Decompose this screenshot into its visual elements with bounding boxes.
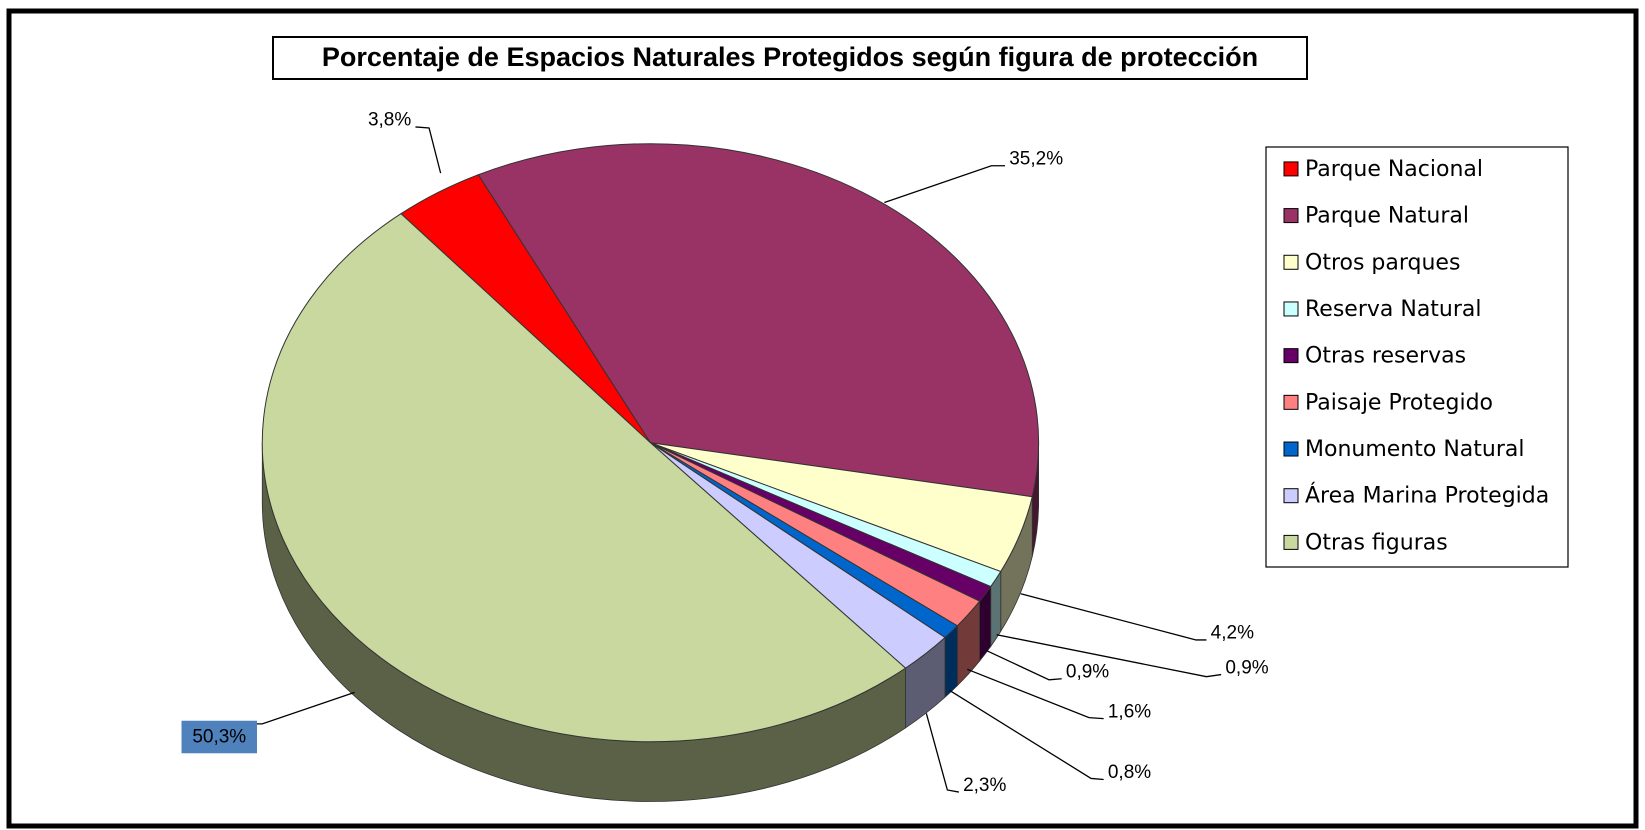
data-label: 0,9% [1225,657,1268,678]
leader-line [925,713,960,793]
data-label: 0,8% [1108,762,1151,783]
data-label: 3,8% [368,110,411,131]
leader-line [1020,593,1207,641]
legend-label: Paisaje Protegido [1305,390,1493,415]
legend-label: Otros parques [1305,250,1460,275]
label-box [181,720,258,754]
leader-line [949,689,1104,781]
legend-swatch [1283,301,1299,317]
data-label: 50,3% [192,727,246,748]
data-label: 1,6% [1108,701,1151,722]
legend-swatch [1283,254,1299,270]
legend-label: Parque Natural [1305,204,1469,229]
legend-swatch [1283,348,1299,364]
leader-line [985,649,1062,681]
leader-line [967,668,1104,720]
legend-swatch [1283,441,1299,457]
slice-side [944,624,958,699]
legend-swatch [1283,488,1299,504]
legend-swatch [1283,534,1299,550]
data-label: 2,3% [963,775,1006,796]
slice [261,213,907,743]
data-label: 35,2% [1009,148,1063,169]
legend-swatch [1283,208,1299,224]
legend-label: Reserva Natural [1305,297,1482,322]
chart-title: Porcentaje de Espacios Naturales Protegi… [322,42,1258,72]
legend-swatch [1283,394,1299,410]
title-box [272,36,1308,80]
legend-label: Parque Nacional [1305,157,1483,182]
legend-label: Otras figuras [1305,530,1448,555]
legend-label: Área Marina Protegida [1305,483,1549,509]
legend-label: Otras reservas [1305,344,1466,369]
data-label: 0,9% [1066,661,1109,682]
leader-line [884,165,1006,204]
legend-label: Monumento Natural [1305,437,1524,462]
leader-line [415,126,442,174]
legend-swatch [1283,161,1299,177]
leader-line [996,634,1222,678]
slice [477,143,1040,498]
legend [1265,146,1569,568]
data-label: 4,2% [1211,623,1254,644]
